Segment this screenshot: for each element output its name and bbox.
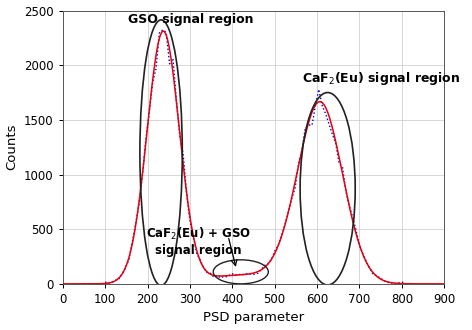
X-axis label: PSD parameter: PSD parameter	[203, 312, 304, 324]
Text: CaF$_2$(Eu) + GSO
signal region: CaF$_2$(Eu) + GSO signal region	[146, 226, 251, 257]
Y-axis label: Counts: Counts	[6, 124, 18, 171]
Text: GSO signal region: GSO signal region	[128, 13, 254, 26]
Text: CaF$_2$(Eu) signal region: CaF$_2$(Eu) signal region	[302, 70, 461, 86]
